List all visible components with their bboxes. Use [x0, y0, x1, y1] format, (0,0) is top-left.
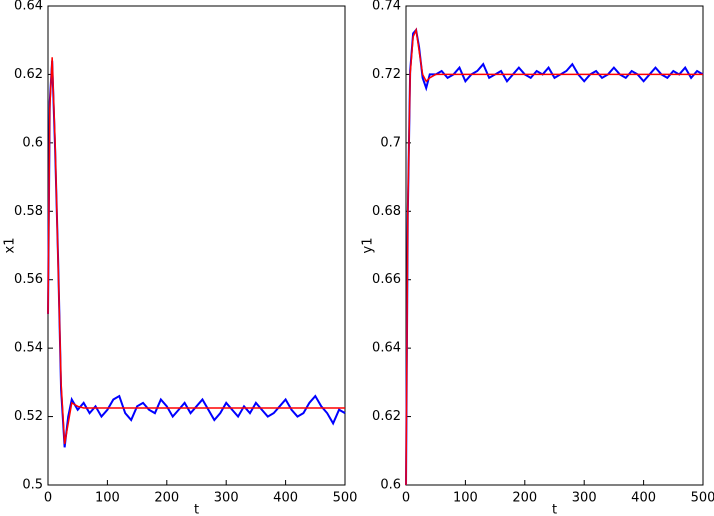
x-tick-label: 300 — [572, 491, 597, 506]
y-tick-label: 0.6 — [22, 135, 43, 150]
y-tick-label: 0.6 — [380, 478, 401, 493]
x-tick-label: 100 — [453, 491, 478, 506]
data-line — [405, 27, 703, 486]
x-tick-label: 500 — [691, 491, 714, 506]
x-axis-label: t — [552, 503, 557, 516]
plot-frame — [405, 5, 704, 486]
y-tick-label: 0.5 — [22, 478, 43, 493]
x-tick-label: 400 — [631, 491, 656, 506]
y-tick-label: 0.54 — [14, 341, 43, 356]
plot-frame — [47, 5, 346, 486]
y-tick-label: 0.62 — [372, 409, 401, 424]
y-tick-label: 0.52 — [14, 409, 43, 424]
x-tick-label: 400 — [273, 491, 298, 506]
x-tick-label: 200 — [512, 491, 537, 506]
y-tick-label: 0.66 — [372, 272, 401, 287]
x-tick-label: 300 — [214, 491, 239, 506]
x-tick-label: 500 — [333, 491, 358, 506]
y-axis-label: x1 — [3, 238, 18, 254]
y-tick-label: 0.74 — [372, 0, 401, 14]
y-tick-label: 0.72 — [372, 67, 401, 82]
y-tick-label: 0.64 — [372, 341, 401, 356]
x-tick-label: 0 — [44, 491, 52, 506]
data-line — [47, 57, 345, 445]
data-line — [47, 60, 346, 448]
x-tick-label: 0 — [402, 491, 410, 506]
y-tick-label: 0.56 — [14, 272, 43, 287]
x-tick-label: 200 — [154, 491, 179, 506]
y-tick-label: 0.58 — [14, 204, 43, 219]
y-tick-label: 0.64 — [14, 0, 43, 14]
y-tick-label: 0.68 — [372, 204, 401, 219]
x-tick-label: 100 — [95, 491, 120, 506]
y-axis-label: y1 — [361, 238, 376, 254]
y-tick-label: 0.7 — [380, 135, 401, 150]
x-axis-label: t — [194, 503, 199, 516]
y-tick-label: 0.62 — [14, 67, 43, 82]
data-line — [405, 27, 704, 486]
